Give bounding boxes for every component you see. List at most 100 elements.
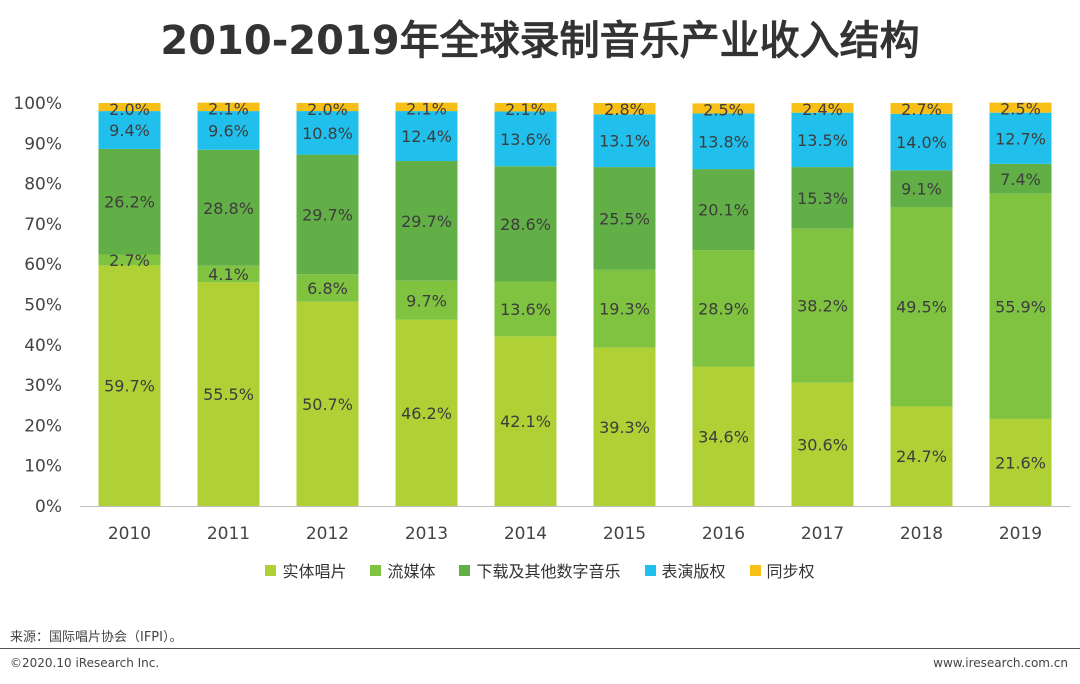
- legend-swatch-downloads: [459, 564, 471, 576]
- y-tick-label: 30%: [24, 376, 62, 396]
- data-label: 28.8%: [203, 199, 254, 218]
- copyright-text: ©2020.10 iResearch Inc.: [10, 656, 160, 670]
- data-label: 9.1%: [901, 180, 942, 199]
- bar-segment: [395, 280, 458, 320]
- bar-segment: [98, 103, 161, 112]
- data-label: 46.2%: [401, 404, 452, 423]
- data-label: 13.6%: [500, 130, 551, 149]
- bar-segment: [197, 149, 260, 266]
- bar-segment: [197, 111, 260, 150]
- data-label: 55.9%: [995, 297, 1046, 316]
- data-label: 2.1%: [406, 100, 447, 119]
- bar-segment: [395, 161, 458, 281]
- x-tick-label: 2015: [603, 524, 646, 544]
- bar-segment: [692, 169, 755, 251]
- x-tick-label: 2011: [207, 524, 250, 544]
- data-label: 19.3%: [599, 300, 650, 319]
- y-tick-label: 70%: [24, 215, 62, 235]
- legend-swatch-physical: [265, 564, 277, 576]
- data-label: 9.6%: [208, 121, 249, 140]
- data-label: 13.5%: [797, 131, 848, 150]
- data-label: 2.5%: [703, 100, 744, 119]
- bar-segment: [791, 112, 854, 168]
- bar-segment: [395, 319, 458, 506]
- bar-segment: [494, 336, 557, 506]
- y-tick-label: 10%: [24, 457, 62, 477]
- x-tick-label: 2013: [405, 524, 448, 544]
- data-label: 2.0%: [307, 100, 348, 119]
- data-label: 39.3%: [599, 418, 650, 437]
- data-label: 26.2%: [104, 193, 155, 212]
- y-tick-label: 80%: [24, 175, 62, 195]
- data-label: 20.1%: [698, 201, 749, 220]
- data-label: 25.5%: [599, 209, 650, 228]
- data-label: 10.8%: [302, 124, 353, 143]
- bar-segment: [494, 166, 557, 282]
- x-tick-label: 2018: [900, 524, 943, 544]
- bar-segment: [989, 102, 1052, 113]
- data-label: 2.0%: [109, 100, 150, 119]
- data-label: 59.7%: [104, 377, 155, 396]
- bar-segment: [593, 269, 656, 348]
- legend-swatch-sync: [749, 564, 761, 576]
- bar-segment: [692, 366, 755, 506]
- bar-segment: [395, 102, 458, 112]
- bar-segment: [989, 193, 1052, 419]
- data-label: 13.6%: [500, 300, 551, 319]
- chart-legend: 实体唱片 流媒体 下载及其他数字音乐 表演版权 同步权: [0, 558, 1080, 582]
- y-tick-label: 0%: [35, 497, 62, 517]
- bar-segment: [98, 111, 161, 149]
- legend-item-streaming: 流媒体: [370, 558, 435, 582]
- legend-item-performance: 表演版权: [644, 558, 726, 582]
- data-label: 13.8%: [698, 132, 749, 151]
- bar-segment: [593, 114, 656, 168]
- data-label: 30.6%: [797, 435, 848, 454]
- data-label: 2.5%: [1000, 100, 1041, 119]
- bar-segment: [98, 254, 161, 266]
- legend-label-performance: 表演版权: [661, 562, 726, 581]
- bar-segment: [494, 111, 557, 167]
- y-tick-label: 100%: [13, 94, 62, 114]
- legend-swatch-streaming: [370, 564, 382, 576]
- data-label: 12.7%: [995, 129, 1046, 148]
- data-label: 13.1%: [599, 132, 650, 151]
- data-label: 29.7%: [302, 205, 353, 224]
- legend-label-downloads: 下载及其他数字音乐: [476, 562, 621, 581]
- legend-swatch-performance: [644, 564, 656, 576]
- bar-segment: [593, 103, 656, 115]
- data-label: 14.0%: [896, 133, 947, 152]
- data-label: 24.7%: [896, 447, 947, 466]
- legend-item-downloads: 下载及其他数字音乐: [459, 558, 621, 582]
- bar-segment: [197, 265, 260, 283]
- bar-segment: [890, 206, 953, 407]
- source-note: 来源：国际唱片协会（IFPI）。: [10, 630, 183, 645]
- data-label: 4.1%: [208, 265, 249, 284]
- bar-segment: [494, 103, 557, 112]
- bar-segment: [692, 103, 755, 114]
- bar-segment: [989, 112, 1052, 164]
- chart-title: 2010-2019年全球录制音乐产业收入结构: [160, 18, 920, 64]
- bar-segment: [890, 170, 953, 207]
- data-label: 28.6%: [500, 215, 551, 234]
- data-label: 12.4%: [401, 127, 452, 146]
- data-label: 2.8%: [604, 100, 645, 119]
- bar-segment: [494, 281, 557, 337]
- x-tick-label: 2017: [801, 524, 844, 544]
- bar-segment: [692, 250, 755, 367]
- x-tick-label: 2012: [306, 524, 349, 544]
- bar-segment: [791, 228, 854, 383]
- legend-item-physical: 实体唱片: [265, 558, 346, 582]
- data-label: 15.3%: [797, 189, 848, 208]
- bar-segment: [890, 406, 953, 506]
- bar-segment: [197, 102, 260, 112]
- bar-segment: [791, 103, 854, 113]
- legend-label-sync: 同步权: [766, 562, 815, 581]
- data-label: 55.5%: [203, 385, 254, 404]
- x-tick-label: 2014: [504, 524, 547, 544]
- y-tick-label: 40%: [24, 336, 62, 356]
- x-tick-label: 2019: [999, 524, 1042, 544]
- website-link[interactable]: www.iresearch.com.cn: [933, 656, 1068, 670]
- bar-segment: [890, 103, 953, 114]
- bar-segment: [296, 111, 359, 155]
- data-label: 2.7%: [109, 251, 150, 270]
